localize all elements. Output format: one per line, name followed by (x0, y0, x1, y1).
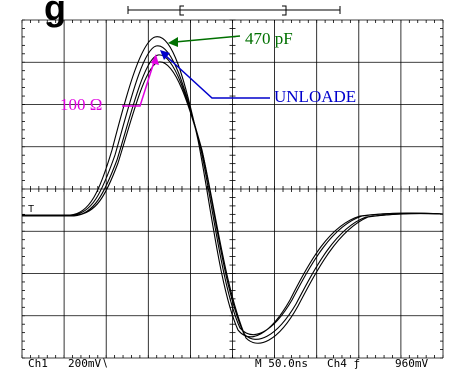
title: g (44, 0, 66, 28)
annotation-label: 470 pF (245, 29, 293, 48)
trigger: Ch4 ƒ (327, 357, 360, 370)
volts-per-div: 200mV∖ (68, 357, 108, 370)
trigger-level: 960mV (395, 357, 428, 370)
annotation-label: UNLOADE (274, 87, 356, 106)
channel: Ch1 (28, 357, 48, 370)
scope-screen: g T 470 pF UNLOADE 100 Ω Ch1 200mV∖ M 50… (0, 0, 449, 372)
ground-marker: T (28, 204, 34, 215)
background (0, 0, 449, 372)
timebase: M 50.0ns (255, 357, 308, 370)
page: g T 470 pF UNLOADE 100 Ω Ch1 200mV∖ M 50… (0, 0, 449, 372)
annotation-label: 100 Ω (60, 95, 102, 114)
